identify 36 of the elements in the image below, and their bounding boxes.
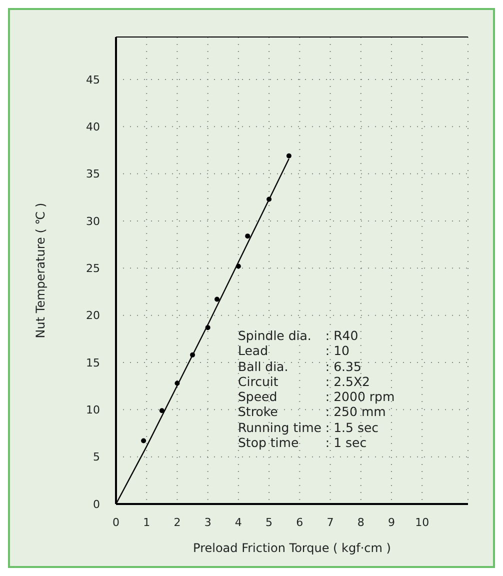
annotation: Circuit : 2.5X2 [238,374,372,390]
x-tick-label: 9 [388,516,395,529]
annotation: Stroke : 250 mm [238,404,387,420]
y-tick-label: 5 [93,450,100,464]
x-tick-label: 7 [326,516,334,529]
y-tick-label: 30 [86,214,100,228]
x-tick-label: 1 [143,516,150,529]
annotation: Stop time : 1 sec [238,435,368,450]
y-tick-label: 45 [86,73,100,86]
annotation: Running time : 1.5 sec [238,420,380,436]
x-tick-label: 10 [415,516,430,529]
y-tick-label: 35 [86,168,100,181]
y-tick-label: 25 [86,262,100,276]
y-axis-title: Nut Temperature ( ℃ ) [33,202,48,338]
point [159,408,164,414]
annotation: Spindle dia. : R40 [238,328,360,344]
y-tick-label: 15 [86,356,100,370]
annotation: Lead : 10 [238,343,351,359]
x-tick-label: 0 [112,516,120,529]
x-tick-label: 4 [234,516,242,529]
x-tick-label: 8 [357,516,364,529]
point [286,153,292,158]
y-tick-label: 40 [86,120,100,134]
y-tick-label: 20 [86,309,100,322]
x-tick-label: 5 [266,516,273,529]
y-tick-label: 10 [86,404,100,417]
annotation: Ball dia. : 6.35 [238,358,362,374]
x-tick-label: 3 [204,516,212,529]
x-tick-label: 6 [296,516,304,529]
point [141,438,146,444]
x-tick-label: 2 [174,516,181,529]
point [214,296,220,302]
point [245,234,250,239]
x-axis-title: Preload Friction Torque ( kgf·cm ) [193,541,391,555]
annotation: Speed : 2000 rpm [238,389,395,404]
y-tick-label: 0 [93,498,100,511]
